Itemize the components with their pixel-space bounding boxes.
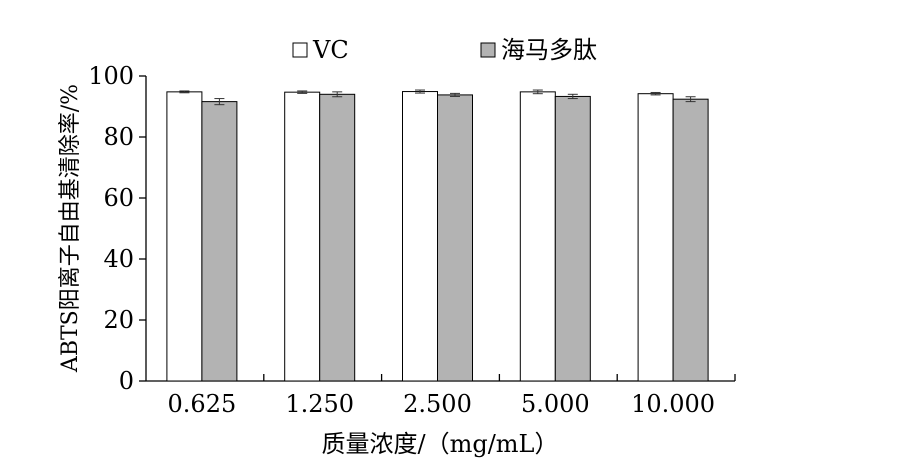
y-ticks: 0 20 40 60 80 100 (88, 62, 146, 395)
x-tick-label: 2.500 (403, 390, 472, 418)
x-tick-label: 10.000 (631, 390, 715, 418)
x-tick-label: 1.250 (285, 390, 354, 418)
y-tick-label: 40 (103, 245, 134, 273)
legend-label-vc: VC (312, 36, 349, 64)
x-tick-label: 0.625 (168, 390, 237, 418)
bar-seahorse-peptide (672, 98, 709, 382)
bar-vc (166, 91, 203, 382)
bar-seahorse-peptide (554, 95, 591, 382)
legend-swatch-seahorse-peptide (480, 42, 496, 58)
bar-vc (284, 91, 321, 382)
x-ticks: 0.625 1.250 2.500 5.000 10.000 (168, 374, 736, 418)
bar-seahorse-peptide (201, 101, 238, 382)
bar-seahorse-peptide (437, 94, 473, 382)
bar-seahorse-peptide (319, 93, 356, 382)
y-tick-label: 0 (119, 367, 134, 395)
y-tick-label: 100 (88, 62, 134, 90)
bar-vc (402, 91, 438, 382)
y-tick-label: 20 (103, 306, 134, 334)
legend: VC 海马多肽 (292, 36, 597, 64)
bar-vc (637, 93, 674, 382)
legend-label-seahorse-peptide: 海马多肽 (501, 36, 597, 64)
x-tick-label: 5.000 (521, 390, 590, 418)
bars (166, 89, 709, 382)
legend-swatch-vc (292, 42, 308, 58)
y-tick-label: 60 (103, 184, 134, 212)
y-axis-title: ABTS阳离子自由基清除率/% (58, 84, 83, 373)
y-tick-label: 80 (103, 123, 134, 151)
x-axis-title: 质量浓度/（mg/mL） (322, 430, 559, 458)
bar-vc (519, 91, 556, 382)
